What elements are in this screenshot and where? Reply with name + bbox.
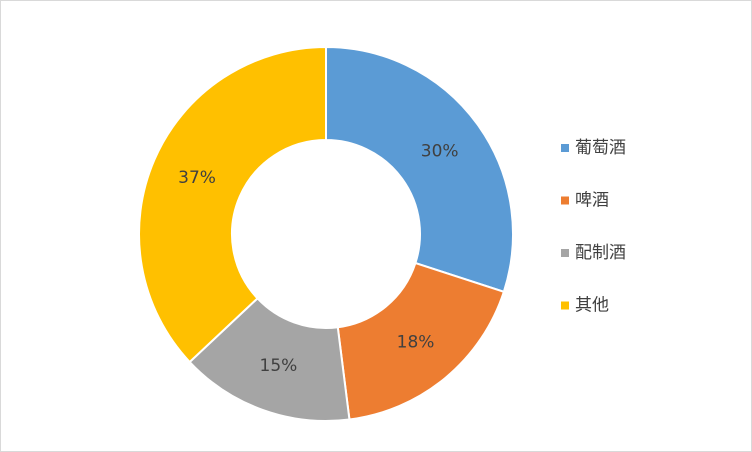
donut-slice <box>325 45 514 294</box>
legend-label: 配制酒 <box>575 243 626 263</box>
legend-marker <box>561 249 569 257</box>
data-label: 30% <box>421 141 459 161</box>
legend-marker <box>561 144 569 152</box>
donut-slice <box>336 261 506 421</box>
data-label: 18% <box>397 332 435 352</box>
legend-label: 葡萄酒 <box>575 138 626 158</box>
donut-slice <box>138 45 327 364</box>
data-label: 37% <box>178 168 216 188</box>
legend-marker <box>561 196 569 205</box>
data-label: 15% <box>260 356 298 376</box>
legend-marker <box>561 301 569 310</box>
legend-label: 其他 <box>575 296 609 316</box>
legend-label: 啤酒 <box>575 191 609 211</box>
donut-slice <box>188 296 351 422</box>
